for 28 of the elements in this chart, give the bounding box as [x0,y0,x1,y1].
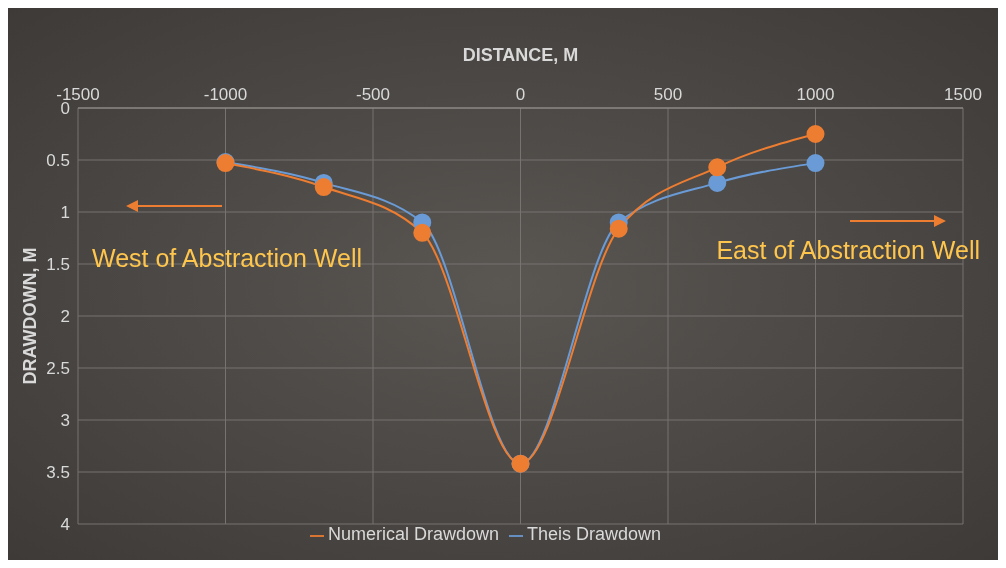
point [806,125,825,143]
y-axis-title: DRAWDOWN, M [20,247,41,385]
y-tick-label: 0.5 [46,151,70,171]
y-tick-label: 1 [60,203,70,223]
x-tick-label: 1500 [944,85,982,104]
point [708,173,727,192]
x-tick-label: -500 [355,85,391,104]
legend-label: Theis Drawdown [527,524,662,544]
y-tick-label: 2.5 [46,359,70,379]
annotation: East of Abstraction Well [716,236,980,265]
point [314,178,333,197]
legend-label: Numerical Drawdown [327,524,499,544]
x-tick-label: 0 [515,85,526,104]
annotation: West of Abstraction Well [92,244,363,273]
point [708,158,727,177]
y-tick-label: 3 [60,411,70,431]
y-tick-label: 1.5 [46,255,70,275]
y-tick-label: 4 [60,515,70,535]
y-tick-label: 2 [60,307,70,327]
x-tick-label: 500 [653,85,683,104]
x-axis-title: DISTANCE, M [462,44,579,65]
point [806,154,825,173]
y-tick-label: 3.5 [46,463,70,483]
point [413,223,432,242]
y-tick-label: 0 [60,99,70,119]
point [609,219,628,238]
x-tick-label: 1000 [796,85,835,104]
x-tick-label: -1000 [203,85,248,104]
